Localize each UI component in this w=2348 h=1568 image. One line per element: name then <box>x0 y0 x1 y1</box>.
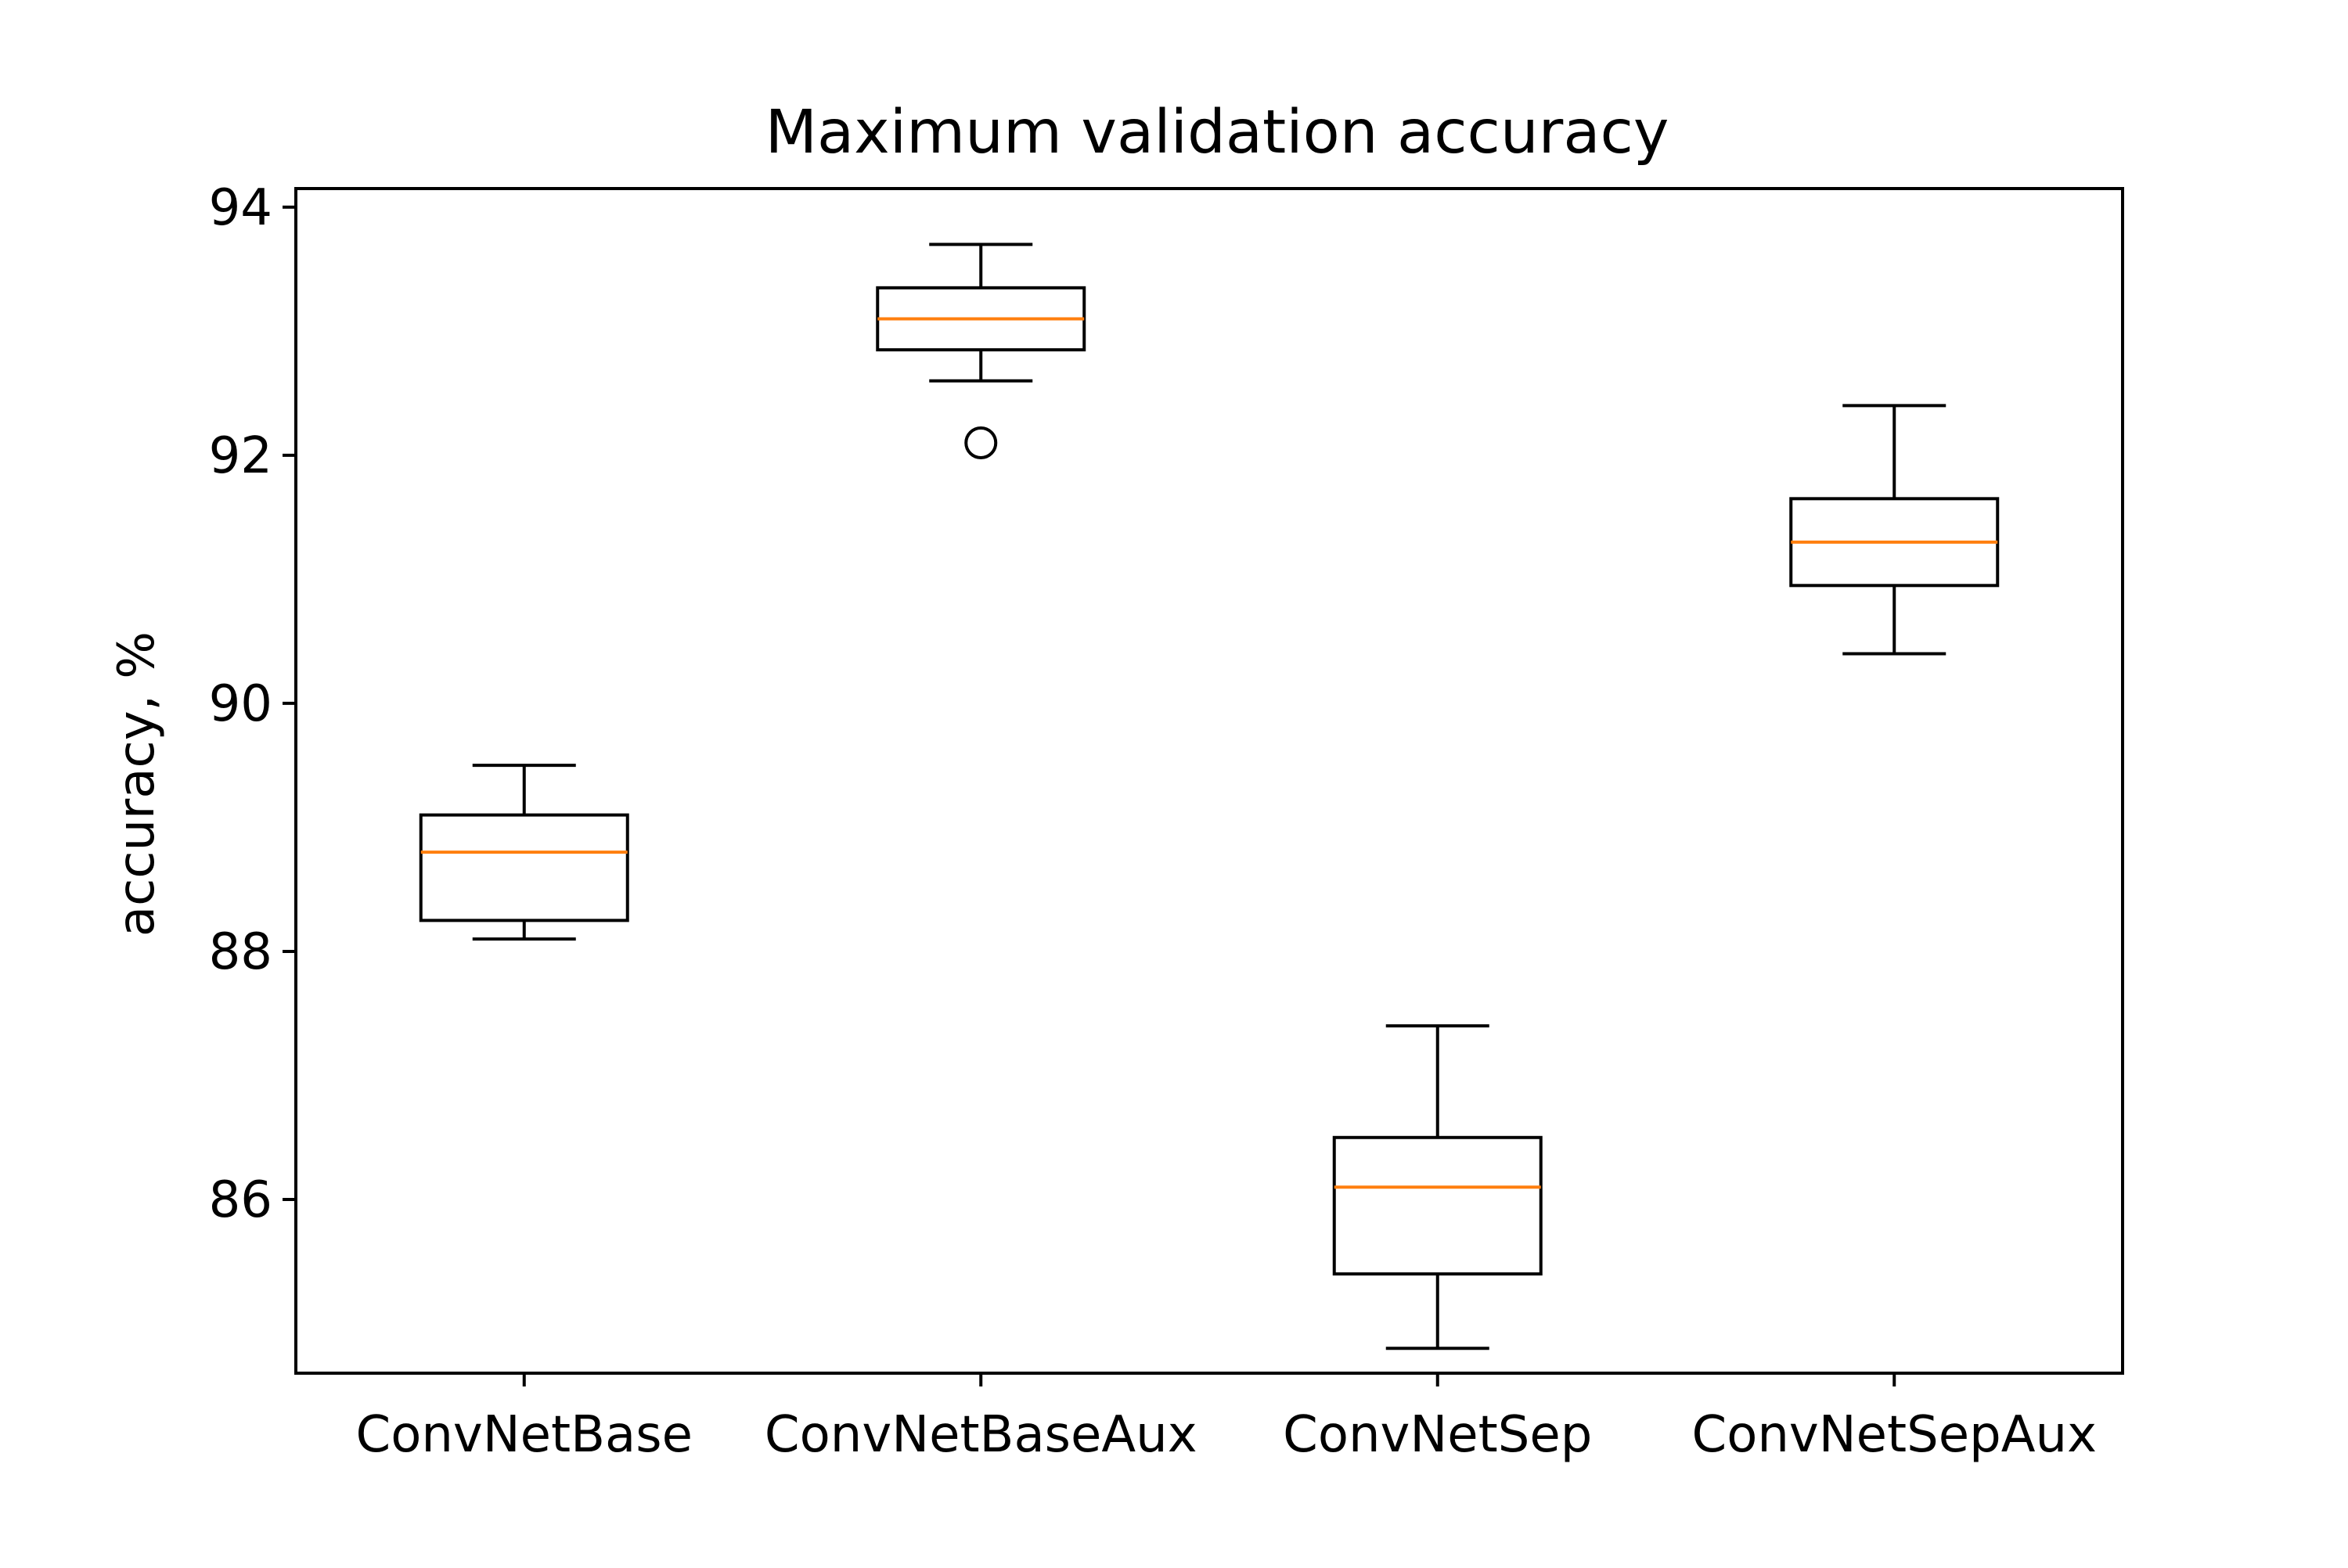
y-tick-label: 86 <box>209 1171 272 1229</box>
box-group-convnetbase <box>419 764 629 941</box>
x-tick-label: ConvNetBaseAux <box>765 1406 1197 1464</box>
y-axis-label: accuracy, % <box>108 631 166 937</box>
y-tick-label: 90 <box>209 675 272 733</box>
box-group-convnetsep <box>1332 1024 1543 1350</box>
plot-area: 86 88 90 92 94 ConvNetBase ConvNetBaseAux ConvN… <box>209 179 2124 1464</box>
iqr-box <box>419 813 629 922</box>
box-group-convnetsepaux <box>1789 404 2000 656</box>
y-tick-label: 94 <box>209 179 272 237</box>
outlier-point <box>964 426 998 459</box>
axes-frame <box>294 187 2124 1375</box>
iqr-box <box>1332 1135 1543 1276</box>
y-tick-label: 88 <box>209 923 272 981</box>
box-group-convnetbaseaux <box>876 243 1086 459</box>
chart-title: Maximum validation accuracy <box>765 98 1669 167</box>
y-tick-label: 92 <box>209 427 272 485</box>
x-tick-label: ConvNetSepAux <box>1692 1406 2097 1464</box>
x-tick-label: ConvNetSep <box>1283 1406 1592 1464</box>
x-tick-label: ConvNetBase <box>356 1406 693 1464</box>
